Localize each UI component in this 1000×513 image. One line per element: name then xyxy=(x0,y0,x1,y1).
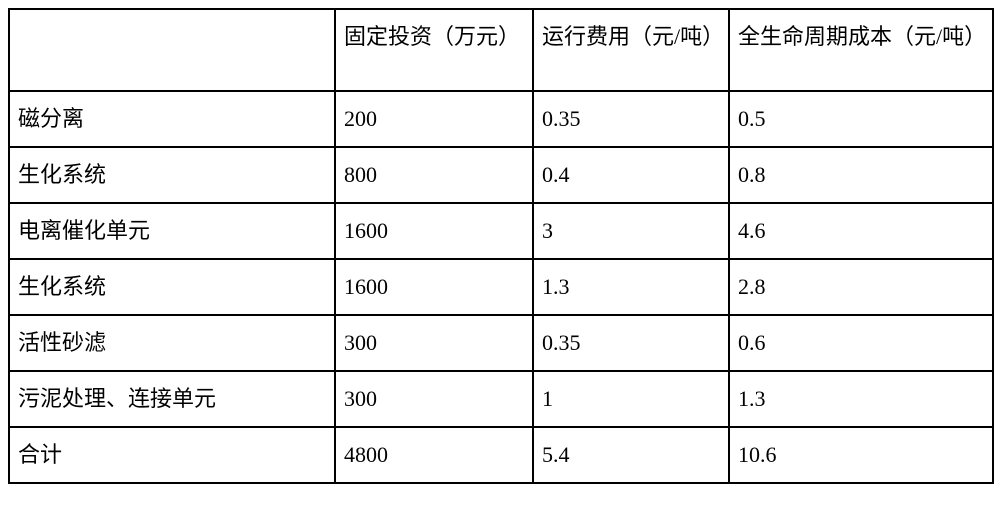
cell-value: 1 xyxy=(533,371,729,427)
cell-value: 3 xyxy=(533,203,729,259)
cell-value: 0.8 xyxy=(729,147,993,203)
cell-value: 0.35 xyxy=(533,315,729,371)
row-label: 合计 xyxy=(9,427,335,483)
column-header: 固定投资（万元） xyxy=(335,9,533,91)
cell-value: 4.6 xyxy=(729,203,993,259)
cell-value: 0.35 xyxy=(533,91,729,147)
table-row: 污泥处理、连接单元 300 1 1.3 xyxy=(9,371,993,427)
table-row: 电离催化单元 1600 3 4.6 xyxy=(9,203,993,259)
cell-value: 300 xyxy=(335,371,533,427)
table-header-row: 固定投资（万元） 运行费用（元/吨） 全生命周期成本（元/吨） xyxy=(9,9,993,91)
column-header xyxy=(9,9,335,91)
cell-value: 0.4 xyxy=(533,147,729,203)
cell-value: 0.5 xyxy=(729,91,993,147)
table-row: 活性砂滤 300 0.35 0.6 xyxy=(9,315,993,371)
table-row-total: 合计 4800 5.4 10.6 xyxy=(9,427,993,483)
row-label: 生化系统 xyxy=(9,147,335,203)
column-header: 全生命周期成本（元/吨） xyxy=(729,9,993,91)
table-row: 生化系统 1600 1.3 2.8 xyxy=(9,259,993,315)
cell-value: 1.3 xyxy=(729,371,993,427)
table-row: 磁分离 200 0.35 0.5 xyxy=(9,91,993,147)
row-label: 生化系统 xyxy=(9,259,335,315)
cell-value: 300 xyxy=(335,315,533,371)
cell-value: 0.6 xyxy=(729,315,993,371)
cell-value: 10.6 xyxy=(729,427,993,483)
cell-value: 1600 xyxy=(335,259,533,315)
cell-value: 5.4 xyxy=(533,427,729,483)
cell-value: 1600 xyxy=(335,203,533,259)
row-label: 污泥处理、连接单元 xyxy=(9,371,335,427)
row-label: 电离催化单元 xyxy=(9,203,335,259)
cell-value: 2.8 xyxy=(729,259,993,315)
cell-value: 4800 xyxy=(335,427,533,483)
row-label: 磁分离 xyxy=(9,91,335,147)
column-header: 运行费用（元/吨） xyxy=(533,9,729,91)
table-row: 生化系统 800 0.4 0.8 xyxy=(9,147,993,203)
cell-value: 800 xyxy=(335,147,533,203)
cell-value: 200 xyxy=(335,91,533,147)
cost-table: 固定投资（万元） 运行费用（元/吨） 全生命周期成本（元/吨） 磁分离 200 … xyxy=(8,8,994,484)
row-label: 活性砂滤 xyxy=(9,315,335,371)
cell-value: 1.3 xyxy=(533,259,729,315)
